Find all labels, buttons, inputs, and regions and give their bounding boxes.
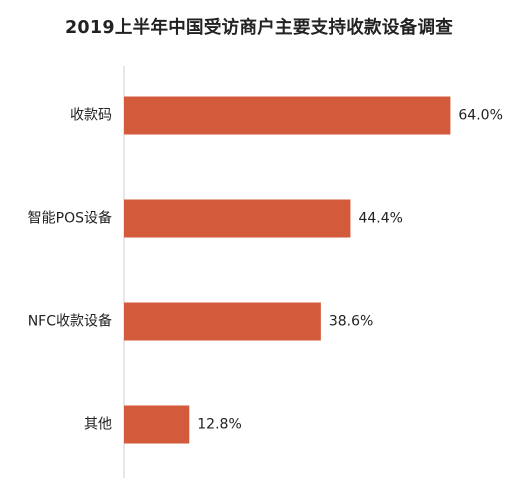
category-label-3: NFC收款设备: [28, 313, 112, 330]
category-label-2: 智能POS设备: [28, 210, 112, 227]
value-label-1: 64.0%: [458, 108, 502, 124]
category-label-1: 收款码: [70, 108, 112, 124]
category-label-4: 其他: [84, 417, 112, 433]
bar-4: [124, 405, 190, 444]
bar-2: [124, 199, 351, 238]
value-label-3: 38.6%: [329, 314, 373, 330]
value-label-4: 12.8%: [197, 417, 241, 433]
bar-3: [124, 302, 321, 341]
bar-1: [124, 96, 451, 135]
bars-group: 收款码 64.0% 智能POS设备 44.4% NFC收款设备 38.6% 其他 12.8%: [28, 96, 503, 444]
chart-title: 2019上半年中国受访商户主要支持收款设备调查: [64, 18, 454, 38]
value-label-2: 44.4%: [358, 211, 402, 227]
